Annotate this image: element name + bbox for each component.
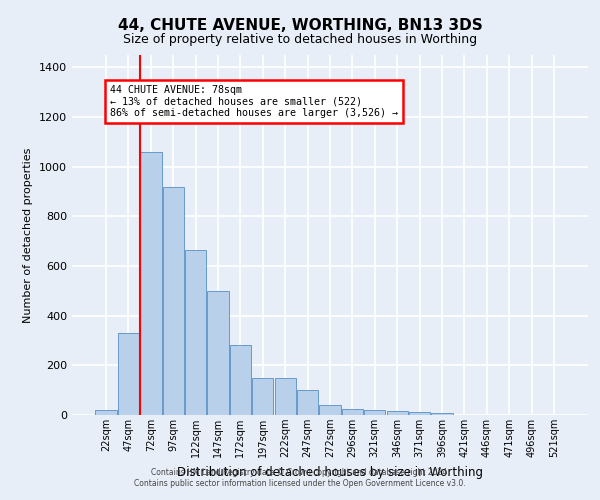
X-axis label: Distribution of detached houses by size in Worthing: Distribution of detached houses by size … xyxy=(177,466,483,478)
Text: 44, CHUTE AVENUE, WORTHING, BN13 3DS: 44, CHUTE AVENUE, WORTHING, BN13 3DS xyxy=(118,18,482,32)
Bar xyxy=(163,186,184,415)
Bar xyxy=(319,405,341,415)
Bar xyxy=(208,291,229,415)
Bar xyxy=(95,410,117,415)
Bar xyxy=(252,378,274,415)
Bar xyxy=(275,378,296,415)
Y-axis label: Number of detached properties: Number of detached properties xyxy=(23,148,34,322)
Bar xyxy=(409,412,430,415)
Bar xyxy=(297,390,318,415)
Bar xyxy=(342,409,363,415)
Bar xyxy=(364,410,385,415)
Text: Contains HM Land Registry data © Crown copyright and database right 2024.
Contai: Contains HM Land Registry data © Crown c… xyxy=(134,468,466,487)
Text: Size of property relative to detached houses in Worthing: Size of property relative to detached ho… xyxy=(123,32,477,46)
Bar xyxy=(230,346,251,415)
Bar xyxy=(118,333,139,415)
Bar xyxy=(140,152,161,415)
Text: 44 CHUTE AVENUE: 78sqm
← 13% of detached houses are smaller (522)
86% of semi-de: 44 CHUTE AVENUE: 78sqm ← 13% of detached… xyxy=(110,85,398,118)
Bar xyxy=(185,250,206,415)
Bar xyxy=(386,410,408,415)
Bar xyxy=(431,412,452,415)
